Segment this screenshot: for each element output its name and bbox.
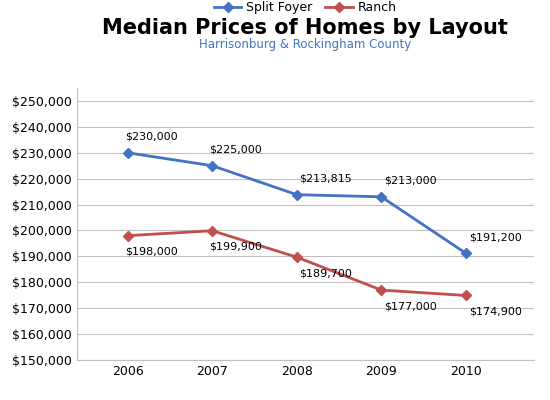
Text: $189,700: $189,700 (300, 268, 353, 278)
Ranch (378, 288, 384, 292)
Line: Split Foyer: Split Foyer (124, 149, 469, 257)
Text: $198,000: $198,000 (125, 247, 178, 257)
Text: $174,900: $174,900 (469, 307, 521, 317)
Split Foyer (124, 150, 131, 155)
Ranch (294, 255, 300, 260)
Text: $225,000: $225,000 (210, 145, 262, 155)
Text: $213,815: $213,815 (300, 174, 353, 184)
Text: $177,000: $177,000 (384, 301, 437, 311)
Ranch (209, 228, 216, 233)
Ranch (463, 293, 469, 298)
Text: Median Prices of Homes by Layout: Median Prices of Homes by Layout (102, 18, 508, 38)
Ranch (124, 233, 131, 238)
Split Foyer (209, 163, 216, 168)
Text: $191,200: $191,200 (469, 232, 521, 242)
Text: $199,900: $199,900 (210, 242, 262, 252)
Line: Ranch: Ranch (124, 227, 469, 299)
Text: $230,000: $230,000 (125, 132, 178, 142)
Text: $213,000: $213,000 (384, 176, 437, 186)
Legend: Split Foyer, Ranch: Split Foyer, Ranch (209, 0, 402, 19)
Text: Harrisonburg & Rockingham County: Harrisonburg & Rockingham County (199, 38, 411, 51)
Split Foyer (294, 192, 300, 197)
Split Foyer (378, 194, 384, 199)
Split Foyer (463, 251, 469, 256)
